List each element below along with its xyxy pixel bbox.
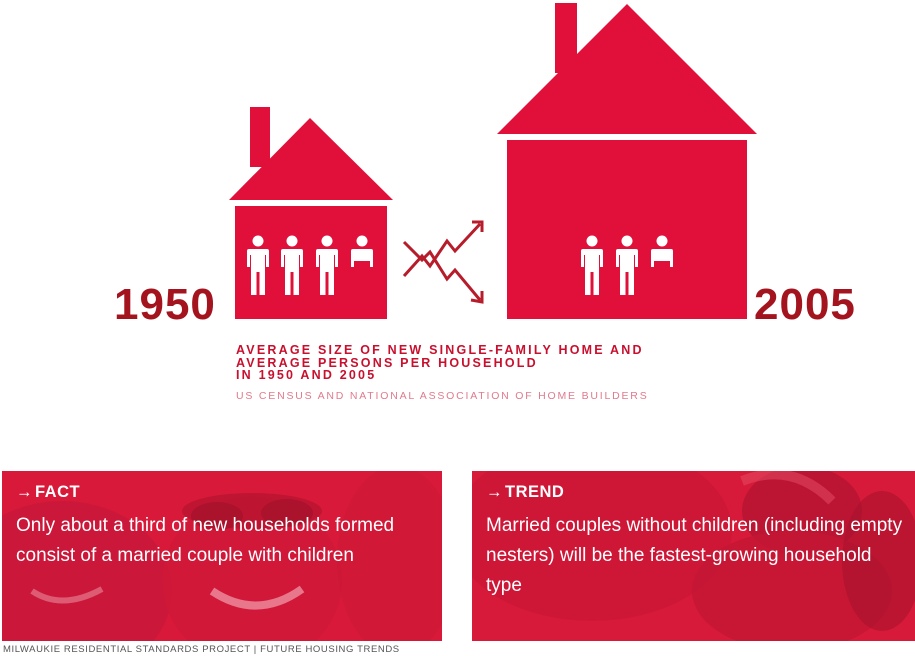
house-1950-roof	[229, 118, 393, 200]
house-2005-chimney	[555, 3, 577, 73]
chart-caption: AVERAGE SIZE OF NEW SINGLE-FAMILY HOME A…	[236, 344, 644, 382]
housing-illustration	[229, 3, 757, 319]
house-2005-roof	[497, 4, 757, 134]
year-2005-label: 2005	[754, 280, 856, 329]
caption-line-2: AVERAGE PERSONS PER HOUSEHOLD	[236, 355, 538, 370]
trend-arrows-icon	[402, 220, 484, 304]
trend-tag: → TREND	[486, 483, 564, 502]
fact-background-photo	[2, 471, 442, 641]
trend-text: Married couples without children (includ…	[486, 515, 903, 596]
house-1950-chimney	[250, 107, 270, 167]
house-1950	[229, 107, 393, 319]
fact-panel: → FACT Only about a third of new househol…	[2, 471, 442, 641]
caption-line-1: AVERAGE SIZE OF NEW SINGLE-FAMILY HOME A…	[236, 343, 644, 357]
caption-source: US CENSUS AND NATIONAL ASSOCIATION OF HO…	[236, 390, 649, 402]
trend-panel: → TREND Married couples without children …	[472, 471, 915, 641]
year-1950-label: 1950	[114, 280, 216, 329]
fact-text: Only about a third of new households for…	[16, 515, 395, 566]
house-2005	[497, 3, 757, 319]
house-2005-body	[507, 140, 747, 319]
caption-line-3: IN 1950 AND 2005	[236, 368, 377, 382]
trend-background-photo	[472, 471, 915, 641]
footer-credit: MILWAUKIE RESIDENTIAL STANDARDS PROJECT …	[3, 644, 400, 655]
arrow-right-icon: →	[16, 483, 33, 501]
arrow-right-icon: →	[486, 483, 503, 501]
fact-tag: → FACT	[16, 483, 80, 502]
trend-tag-label: TREND	[505, 483, 565, 501]
fact-tag-label: FACT	[35, 483, 81, 501]
